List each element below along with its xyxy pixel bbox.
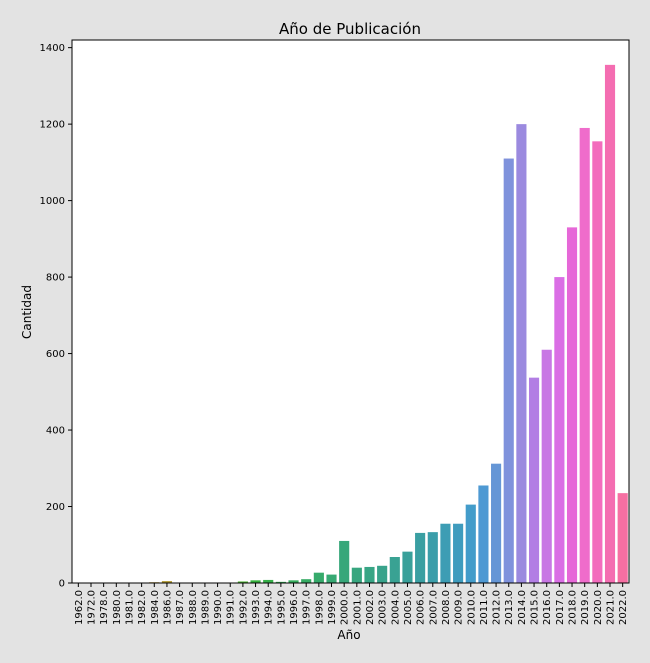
y-axis-ticks: 0 200 400 600 800 1000 1200 1400 [40,43,72,590]
bar-2020.0 [592,141,603,583]
x-tick-label: 1989.0 [200,590,211,625]
bar-2010.0 [465,504,476,583]
x-tick-label: 1988.0 [188,590,199,625]
bar-1993.0 [250,580,261,583]
y-tick-label: 400 [46,426,65,437]
y-tick-label: 0 [59,579,65,590]
x-tick-label: 1980.0 [112,590,123,625]
x-tick-label: 1991.0 [226,590,237,625]
x-tick-label: 1997.0 [302,590,313,625]
y-tick-label: 1400 [40,43,65,54]
bar-2000.0 [339,540,350,583]
bar-2016.0 [541,349,552,583]
x-tick-label: 1962.0 [74,590,85,625]
x-tick-label: 2006.0 [416,590,427,625]
x-tick-label: 1994.0 [264,590,275,625]
bar-2019.0 [579,127,590,583]
x-tick-label: 2005.0 [403,590,414,625]
x-tick-label: 2018.0 [568,590,579,625]
x-tick-label: 2015.0 [530,590,541,625]
x-tick-label: 2001.0 [352,590,363,625]
bar-2021.0 [604,64,616,584]
bars-group [73,64,628,584]
x-tick-label: 2003.0 [378,590,389,625]
x-axis-ticks: 1962.0 1972.0 1978.0 1980.0 1981.0 1982.0 1984… [74,583,629,625]
x-tick-label: 1982.0 [137,590,148,625]
bar-1996.0 [288,580,299,583]
bar-1992.0 [237,581,248,583]
bar-2012.0 [491,463,502,583]
x-tick-label: 2011.0 [479,590,490,625]
x-tick-label: 2020.0 [593,590,604,625]
bar-2003.0 [377,565,388,583]
x-tick-label: 2016.0 [542,590,553,625]
x-tick-label: 1978.0 [99,590,110,625]
x-tick-label: 1987.0 [175,590,186,625]
x-tick-label: 1981.0 [124,590,135,625]
x-tick-label: 2021.0 [606,590,617,625]
x-tick-label: 1984.0 [150,590,161,625]
x-tick-label: 1972.0 [86,590,97,625]
bar-1986.0 [161,581,173,583]
bar-2001.0 [351,567,362,583]
bar-2013.0 [503,158,514,584]
x-tick-label: 2008.0 [441,590,452,625]
x-tick-label: 2017.0 [555,590,566,625]
x-tick-label: 1998.0 [314,590,325,625]
bar-1998.0 [313,572,324,583]
chart-title: Año de Publicación [279,20,421,38]
bar-2015.0 [528,377,540,583]
y-tick-label: 1000 [40,196,65,207]
x-tick-label: 2002.0 [365,590,376,625]
x-tick-label: 2013.0 [504,590,515,625]
x-tick-label: 1995.0 [276,590,287,625]
y-axis-label: Cantidad [20,285,34,339]
x-tick-label: 2010.0 [466,590,477,625]
bar-2022.0 [617,493,628,583]
bar-2008.0 [440,523,451,583]
bar-2014.0 [516,124,527,583]
x-tick-label: 2014.0 [517,590,528,625]
x-tick-label: 1999.0 [327,590,338,625]
plot-frame [71,39,630,584]
x-tick-label: 1992.0 [238,590,249,625]
y-tick-label: 200 [46,502,65,513]
bar-2011.0 [478,485,489,583]
x-tick-label: 2012.0 [492,590,503,625]
bar-2006.0 [415,532,426,583]
bar-2002.0 [364,566,375,583]
x-tick-label: 2022.0 [618,590,629,625]
x-tick-label: 1990.0 [213,590,224,625]
bar-1997.0 [301,579,312,583]
y-tick-label: 800 [46,273,65,284]
x-tick-label: 2007.0 [428,590,439,625]
x-tick-label: 1993.0 [251,590,262,625]
y-tick-label: 600 [46,349,65,360]
x-tick-label: 2004.0 [390,590,401,625]
bar-1999.0 [326,574,337,583]
bar-1994.0 [263,579,274,583]
bar-2007.0 [427,532,438,583]
bar-2018.0 [566,227,578,583]
x-tick-label: 1996.0 [289,590,300,625]
x-tick-label: 2000.0 [340,590,351,625]
x-tick-label: 2019.0 [580,590,591,625]
bar-2017.0 [554,277,565,583]
x-tick-label: 2009.0 [454,590,465,625]
bar-2005.0 [402,551,413,583]
bar-2009.0 [453,523,464,583]
x-axis-label: Año [337,628,360,642]
y-tick-label: 1200 [40,120,65,131]
bar-1995.0 [275,581,286,583]
x-tick-label: 1986.0 [162,590,173,625]
bar-2004.0 [389,557,400,583]
